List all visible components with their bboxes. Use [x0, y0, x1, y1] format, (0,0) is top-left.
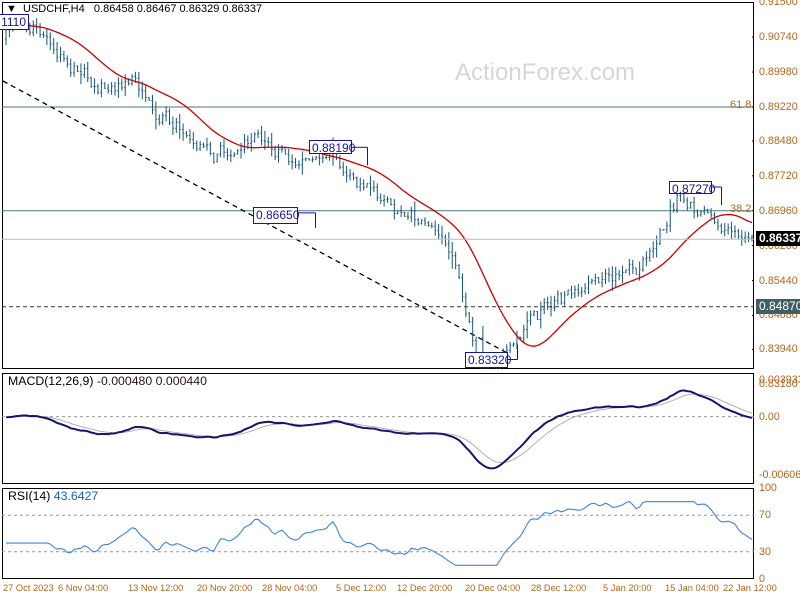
svg-text:ActionForex.com: ActionForex.com	[455, 59, 635, 86]
